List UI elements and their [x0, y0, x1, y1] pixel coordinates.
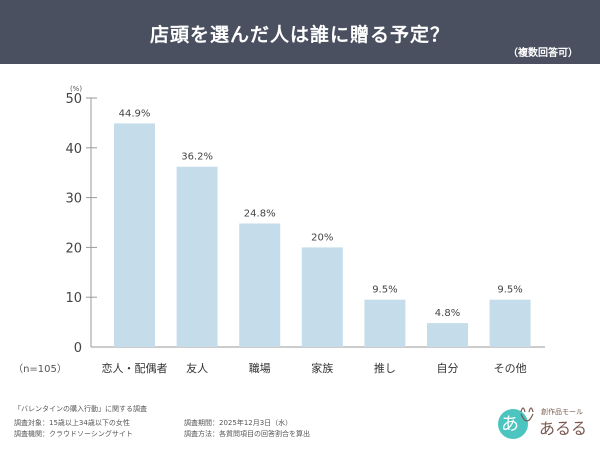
- y-tick-label: 40: [65, 142, 82, 157]
- y-tick-label: 0: [74, 341, 82, 356]
- bar: [301, 247, 343, 347]
- category-label: 家族: [311, 361, 333, 375]
- header-banner: 店頭を選んだ人は誰に贈る予定？ （複数回答可）: [0, 0, 600, 64]
- bar: [239, 223, 281, 347]
- data-label: 20%: [311, 232, 333, 243]
- survey-name: 「バレンタインの購入行動」に関する調査: [14, 405, 147, 413]
- bar: [114, 123, 155, 347]
- survey-method: 調査方法：各質問項目の回答割合を算出: [184, 430, 310, 438]
- data-label: 4.8%: [435, 308, 460, 319]
- survey-footer: 「バレンタインの購入行動」に関する調査 調査対象：15歳以上34歳以下の女性 調査…: [14, 404, 310, 440]
- y-tick-label: 30: [65, 192, 82, 207]
- bar: [364, 299, 406, 347]
- category-label: 友人: [186, 361, 208, 375]
- bar: [489, 299, 531, 347]
- svg-text:あ: あ: [501, 414, 519, 435]
- data-label: 9.5%: [497, 285, 522, 296]
- brand-logo: あ 創作品モール あるる: [497, 398, 589, 442]
- survey-org: 調査機関：クラウドソーシングサイト: [14, 430, 133, 438]
- category-label: 職場: [249, 362, 271, 375]
- category-label: 恋人・配偶者: [102, 361, 168, 375]
- sample-size-note: （n=105）: [13, 363, 67, 375]
- page-subtitle: （複数回答可）: [508, 48, 578, 59]
- category-label: 自分: [437, 362, 459, 375]
- survey-period: 調査期間：2025年12月3日（水）: [184, 419, 293, 427]
- y-tick-label: 50: [65, 92, 82, 107]
- category-label: 推し: [374, 361, 396, 375]
- svg-text:創作品モール: 創作品モール: [541, 407, 583, 416]
- svg-text:あるる: あるる: [539, 419, 587, 438]
- data-label: 36.2%: [181, 152, 213, 163]
- page-title: 店頭を選んだ人は誰に贈る予定？: [149, 24, 450, 46]
- y-axis-unit: (%): [70, 85, 82, 93]
- logo-mark: あ 創作品モール あるる: [498, 407, 587, 439]
- survey-target: 調査対象：15歳以上34歳以下の女性: [14, 419, 130, 427]
- bar: [427, 323, 468, 347]
- data-label: 9.5%: [372, 285, 397, 296]
- data-label: 44.9%: [119, 108, 151, 119]
- y-tick-label: 10: [65, 291, 82, 306]
- category-label: その他: [494, 362, 527, 375]
- y-tick-label: 20: [65, 241, 82, 256]
- bar: [176, 166, 218, 347]
- data-label: 24.8%: [244, 208, 276, 219]
